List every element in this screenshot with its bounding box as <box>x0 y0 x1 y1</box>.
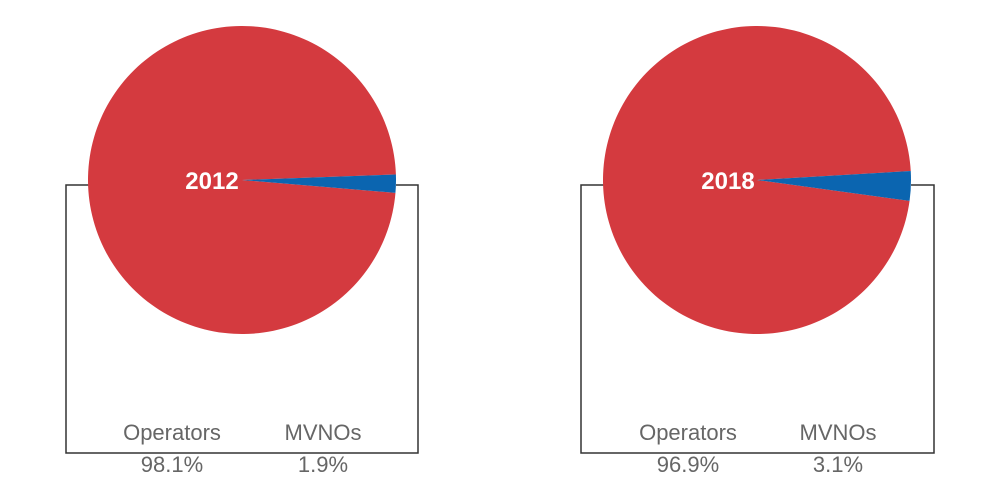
legend-value-mvnos-2012: 1.9% <box>298 452 348 477</box>
pie-slice-mvnos-2012 <box>242 174 396 193</box>
legend-value-operators-2012: 98.1% <box>141 452 203 477</box>
legend-name-operators-2012: Operators <box>123 420 221 445</box>
pie-year-label-2018: 2018 <box>701 168 754 195</box>
pie-slice-mvnos-2018 <box>757 171 911 201</box>
legend-value-operators-2018: 96.9% <box>657 452 719 477</box>
legend-name-mvnos-2018: MVNOs <box>800 420 877 445</box>
bracket-2018 <box>580 184 935 454</box>
pie-slices-2012 <box>88 25 396 334</box>
pie-slices-2018 <box>603 25 911 334</box>
pie-slice-operators-2018 <box>603 25 911 334</box>
legend-name-mvnos-2012: MVNOs <box>285 420 362 445</box>
legend-value-mvnos-2018: 3.1% <box>813 452 863 477</box>
pie-2012: 2012 Operators 98.1% MVNOs 1.9% <box>65 25 419 477</box>
legend-name-operators-2018: Operators <box>639 420 737 445</box>
pie-2018: 2018 Operators 96.9% MVNOs 3.1% <box>580 25 935 477</box>
pie-slice-operators-2012 <box>88 25 396 334</box>
pie-year-label-2012: 2012 <box>185 168 238 195</box>
bracket-2012 <box>65 184 419 454</box>
